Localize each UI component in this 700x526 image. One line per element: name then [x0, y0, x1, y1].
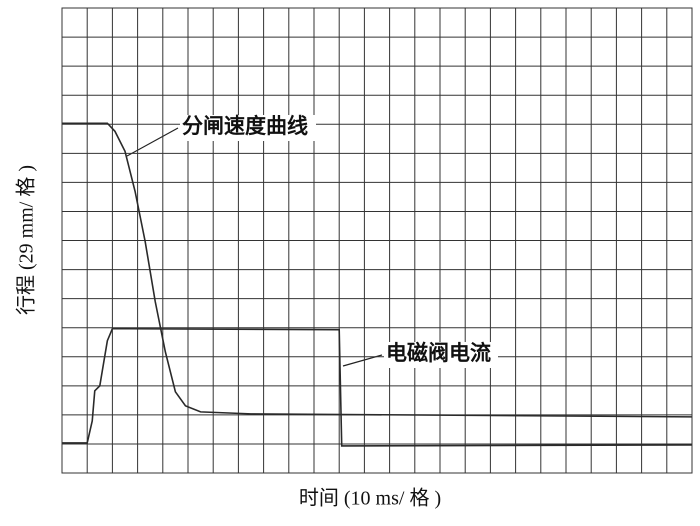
plot-frame — [61, 7, 693, 474]
label-background — [180, 115, 316, 141]
y-axis-label: 行程 (29 mm/ 格 ) — [15, 165, 38, 315]
series-line — [62, 122, 693, 418]
label-background — [384, 342, 498, 368]
series-line — [62, 327, 693, 447]
series-label: 分闸速度曲线 — [182, 114, 308, 138]
series-label: 电磁阀电流 — [386, 341, 491, 365]
leader-line — [126, 127, 179, 157]
x-axis-label: 时间 (10 ms/ 格 ) — [299, 487, 441, 510]
